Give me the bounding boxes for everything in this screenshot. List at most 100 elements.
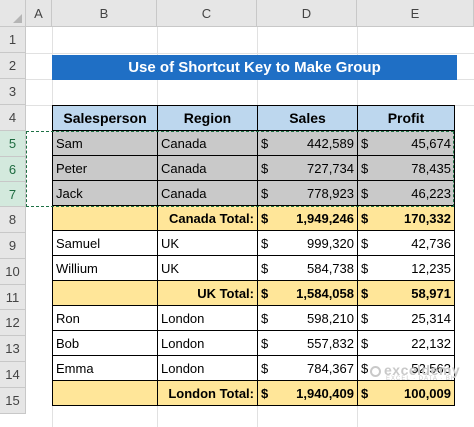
cell-profit[interactable]: $22,132 [357,330,455,356]
cell-salesperson[interactable] [52,280,158,306]
profit-value: 78,435 [411,160,451,176]
cell-sales[interactable]: $1,584,058 [257,280,358,306]
cell-total-label[interactable]: London Total: [157,380,258,406]
currency-symbol: $ [261,260,269,276]
cell-sales[interactable]: $598,210 [257,305,358,331]
row-header-6[interactable]: 6 [0,157,26,182]
cell-salesperson[interactable]: Peter [52,155,158,181]
profit-value: 12,235 [411,260,451,276]
cell-region[interactable]: Canada [157,180,258,206]
table-row: Jack Canada $778,923 $46,223 [52,180,455,206]
cell-sales[interactable]: $999,320 [257,230,358,256]
profit-value: 58,971 [411,285,451,301]
cell-salesperson[interactable]: Samuel [52,230,158,256]
gridline [26,53,474,54]
cell-total-label[interactable]: UK Total: [157,280,258,306]
table-row: Peter Canada $727,734 $78,435 [52,155,455,181]
cell-sales[interactable]: $584,738 [257,255,358,281]
table-row: Emma London $784,367 $52,563 [52,355,455,381]
total-row: Canada Total: $1,949,246 $170,332 [52,205,455,231]
select-all-corner[interactable] [0,0,26,27]
cell-sales[interactable]: $727,734 [257,155,358,181]
cell-region[interactable]: UK [157,230,258,256]
currency-symbol: $ [261,135,269,151]
cell-profit[interactable]: $42,736 [357,230,455,256]
header-region[interactable]: Region [157,105,258,131]
header-profit[interactable]: Profit [357,105,455,131]
row-header-3[interactable]: 3 [0,79,26,105]
row-header-12[interactable]: 12 [0,310,26,336]
watermark-logo: exceldemy EXCEL · DATA · BI [370,362,460,382]
row-header-13[interactable]: 13 [0,336,26,362]
col-header-b[interactable]: B [52,0,157,27]
row-header-14[interactable]: 14 [0,362,26,388]
row-header-8[interactable]: 8 [0,207,26,233]
table-row: Ron London $598,210 $25,314 [52,305,455,331]
table-row: Willium UK $584,738 $12,235 [52,255,455,281]
sales-value: 1,584,058 [296,285,354,301]
table-row: Bob London $557,832 $22,132 [52,330,455,356]
profit-value: 25,314 [411,310,451,326]
sales-value: 1,940,409 [296,385,354,401]
header-sales[interactable]: Sales [257,105,358,131]
total-row: UK Total: $1,584,058 $58,971 [52,280,455,306]
cell-salesperson[interactable]: Sam [52,130,158,156]
profit-value: 22,132 [411,335,451,351]
cell-profit[interactable]: $100,009 [357,380,455,406]
cell-sales[interactable]: $1,940,409 [257,380,358,406]
cell-region[interactable]: UK [157,255,258,281]
cell-salesperson[interactable] [52,380,158,406]
cell-sales[interactable]: $442,589 [257,130,358,156]
currency-symbol: $ [261,285,269,301]
currency-symbol: $ [361,160,369,176]
row-header-5[interactable]: 5 [0,131,26,157]
col-header-a[interactable]: A [26,0,52,27]
sales-value: 999,320 [307,235,354,251]
cell-salesperson[interactable]: Jack [52,180,158,206]
header-salesperson[interactable]: Salesperson [52,105,158,131]
row-header-2[interactable]: 2 [0,53,26,79]
row-header-4[interactable]: 4 [0,105,26,131]
currency-symbol: $ [261,335,269,351]
col-header-c[interactable]: C [157,0,257,27]
cell-sales[interactable]: $784,367 [257,355,358,381]
watermark-tagline: EXCEL · DATA · BI [386,376,454,382]
cell-sales[interactable]: $778,923 [257,180,358,206]
cell-salesperson[interactable]: Willium [52,255,158,281]
currency-symbol: $ [261,310,269,326]
cell-profit[interactable]: $52,563 [357,355,455,381]
cell-sales[interactable]: $1,949,246 [257,205,358,231]
cell-region[interactable]: London [157,355,258,381]
cell-region[interactable]: London [157,305,258,331]
cell-profit[interactable]: $46,223 [357,180,455,206]
cell-total-label[interactable]: Canada Total: [157,205,258,231]
currency-symbol: $ [361,310,369,326]
cell-profit[interactable]: $12,235 [357,255,455,281]
row-header-9[interactable]: 9 [0,233,26,259]
cell-profit[interactable]: $45,674 [357,130,455,156]
row-header-11[interactable]: 11 [0,285,26,310]
cell-profit[interactable]: $58,971 [357,280,455,306]
row-header-10[interactable]: 10 [0,259,26,285]
total-row: London Total: $1,940,409 $100,009 [52,380,455,406]
cell-sales[interactable]: $557,832 [257,330,358,356]
cell-salesperson[interactable] [52,205,158,231]
cell-salesperson[interactable]: Emma [52,355,158,381]
sheet-title[interactable]: Use of Shortcut Key to Make Group [52,55,457,80]
cell-region[interactable]: Canada [157,130,258,156]
sales-value: 584,738 [307,260,354,276]
row-header-7[interactable]: 7 [0,182,26,207]
cell-profit[interactable]: $78,435 [357,155,455,181]
row-header-15[interactable]: 15 [0,388,26,414]
cell-salesperson[interactable]: Ron [52,305,158,331]
col-header-d[interactable]: D [257,0,357,27]
col-header-e[interactable]: E [357,0,474,27]
row-header-1[interactable]: 1 [0,27,26,53]
cell-profit[interactable]: $170,332 [357,205,455,231]
cell-region[interactable]: London [157,330,258,356]
cell-region[interactable]: Canada [157,155,258,181]
profit-value: 45,674 [411,135,451,151]
cell-salesperson[interactable]: Bob [52,330,158,356]
cell-profit[interactable]: $25,314 [357,305,455,331]
sales-value: 598,210 [307,310,354,326]
